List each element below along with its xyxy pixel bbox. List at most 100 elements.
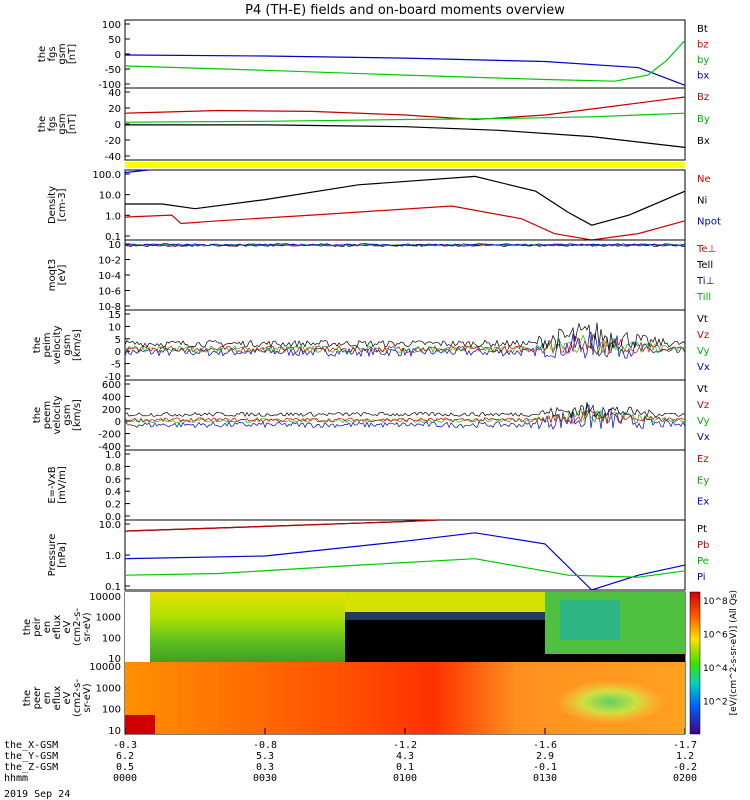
y-axis-label: peim bbox=[42, 332, 53, 357]
colorbar-tick: 10^6 bbox=[703, 631, 728, 641]
colorbar-label: [eV/(cm^2-s-sr-eV)] (All Qs) bbox=[729, 590, 739, 715]
y-axis-label: eflux bbox=[52, 615, 63, 640]
x-tick-label: 0030 bbox=[253, 773, 277, 784]
colorbar: 10^8 10^6 10^4 10^2 [eV/(cm^2-s-sr-eV)] (Al… bbox=[689, 590, 739, 735]
y-tick-label: 0.0 bbox=[105, 512, 121, 523]
y-axis-label: peer bbox=[32, 686, 43, 710]
y-tick-label: 0 bbox=[115, 120, 121, 131]
y-axis-label: moqt3 bbox=[47, 259, 58, 292]
legend-Vy: Vy bbox=[697, 416, 710, 427]
ion-spectrogram bbox=[125, 592, 685, 662]
y-tick-label: -5 bbox=[111, 360, 121, 371]
y-axis-label: (cm2-s- bbox=[72, 608, 83, 646]
y-tick-label: 100 bbox=[102, 633, 121, 644]
y-tick-label: 400 bbox=[102, 392, 121, 403]
y-axis-label: [km/s] bbox=[72, 329, 83, 361]
legend-Vx: Vx bbox=[697, 362, 710, 373]
panel-frame bbox=[124, 87, 686, 161]
y-tick-label: 0 bbox=[115, 417, 121, 428]
series-line bbox=[124, 322, 686, 350]
y-tick-label: 10 bbox=[108, 726, 121, 737]
x-row-label: the_Y-GSM bbox=[4, 751, 58, 762]
y-tick-label: 1.0 bbox=[105, 211, 121, 222]
y-axis-label: Pressure bbox=[47, 534, 58, 577]
y-axis-label: eV bbox=[62, 691, 73, 704]
legend-Till: Till bbox=[696, 292, 711, 303]
x-tick-label: 4.3 bbox=[396, 751, 414, 762]
y-axis-label: the bbox=[22, 690, 33, 706]
y-axis-label: eflux bbox=[52, 686, 63, 711]
series-line bbox=[124, 558, 686, 578]
panel-1: 100 50 0 -50 -100 the fgs gsm [nT] Bt bz by bx bbox=[37, 19, 709, 91]
legend-Pb: Pb bbox=[697, 540, 709, 551]
series-line bbox=[124, 409, 686, 425]
x-tick-label: 0.3 bbox=[256, 762, 274, 773]
electron-spectrogram bbox=[125, 662, 685, 734]
y-tick-label: 5 bbox=[115, 335, 121, 346]
x-tick-label: -0.3 bbox=[113, 740, 137, 751]
colorbar-tick: 10^4 bbox=[703, 664, 728, 674]
panel-frame bbox=[124, 239, 686, 311]
y-tick-label: -50 bbox=[105, 65, 121, 76]
y-tick-label: -400 bbox=[98, 442, 121, 453]
legend-By: By bbox=[697, 114, 710, 125]
y-tick-label: 10 bbox=[108, 654, 121, 665]
x-tick-label: -1.7 bbox=[673, 740, 697, 751]
y-tick-label: 10.0 bbox=[99, 520, 121, 531]
legend-Pt: Pt bbox=[697, 524, 707, 535]
y-tick-label: -40 bbox=[105, 152, 121, 163]
y-tick-label: 1000 bbox=[96, 613, 121, 624]
series-line bbox=[125, 124, 686, 148]
y-tick-label: 10 bbox=[108, 240, 121, 251]
y-axis-label: velocity bbox=[52, 395, 63, 434]
y-tick-label: 0.1 bbox=[105, 582, 121, 593]
x-tick-label: 0130 bbox=[533, 773, 557, 784]
legend-Te⊥: Te⊥ bbox=[696, 244, 716, 255]
series-line bbox=[124, 243, 686, 246]
panel-3: 100.0 10.0 1.0 0.1 Density [cm-3] Ne Ni Npot bbox=[47, 169, 721, 243]
series-line bbox=[124, 39, 686, 82]
panel-frame bbox=[124, 519, 686, 591]
x-tick-label: 2.9 bbox=[536, 751, 554, 762]
legend-bx: bx bbox=[697, 71, 709, 82]
y-axis-label: [eV] bbox=[57, 265, 68, 286]
y-axis-label: [km/s] bbox=[72, 399, 83, 431]
y-tick-label: 0.6 bbox=[105, 475, 121, 486]
y-axis-label: [cm-3] bbox=[57, 188, 68, 221]
y-tick-label: 0.8 bbox=[105, 462, 121, 473]
y-tick-label: -100 bbox=[98, 80, 121, 91]
y-axis-label: [nPa] bbox=[57, 542, 68, 568]
legend-Tell: Tell bbox=[696, 260, 713, 271]
y-tick-label: 40 bbox=[108, 88, 121, 99]
x-row-label: hhmm bbox=[4, 773, 28, 784]
x-tick-label: 0.5 bbox=[116, 762, 134, 773]
y-axis-label: eV bbox=[62, 620, 73, 633]
x-axis-labels: the_X-GSM -0.3 -0.8 -1.2 -1.6 -1.7 the_Y-GSM 6.… bbox=[4, 728, 697, 784]
y-tick-label: 0.4 bbox=[105, 487, 121, 498]
y-tick-label: 100 bbox=[102, 20, 121, 31]
x-tick-label: 6.2 bbox=[116, 751, 134, 762]
legend-Vx: Vx bbox=[697, 432, 710, 443]
y-tick-label: 10-8 bbox=[98, 302, 121, 313]
y-tick-label: 0 bbox=[115, 50, 121, 61]
y-tick-label: 1000 bbox=[96, 683, 121, 694]
y-axis-label: sr-eV) bbox=[82, 612, 93, 641]
series-line bbox=[124, 331, 686, 359]
x-row-label: the_Z-GSM bbox=[4, 762, 58, 773]
y-tick-label: 10000 bbox=[89, 592, 121, 603]
y-tick-label: -20 bbox=[105, 136, 121, 147]
panel-8: 10.0 1.0 0.1 Pressure [nPa] Pt Pb Pe Pi bbox=[47, 519, 709, 593]
panel-frame bbox=[124, 169, 686, 241]
y-axis-label: E=-VxB bbox=[47, 466, 58, 503]
y-tick-label: 10-6 bbox=[98, 287, 121, 298]
y-axis-label: fgs bbox=[47, 116, 58, 131]
y-axis-label: en bbox=[42, 621, 53, 634]
y-axis-label: the bbox=[37, 46, 48, 62]
series-line bbox=[124, 54, 686, 86]
y-tick-label: 600 bbox=[102, 380, 121, 391]
legend-Vt: Vt bbox=[697, 384, 708, 395]
y-axis-label: [nT] bbox=[67, 114, 78, 134]
